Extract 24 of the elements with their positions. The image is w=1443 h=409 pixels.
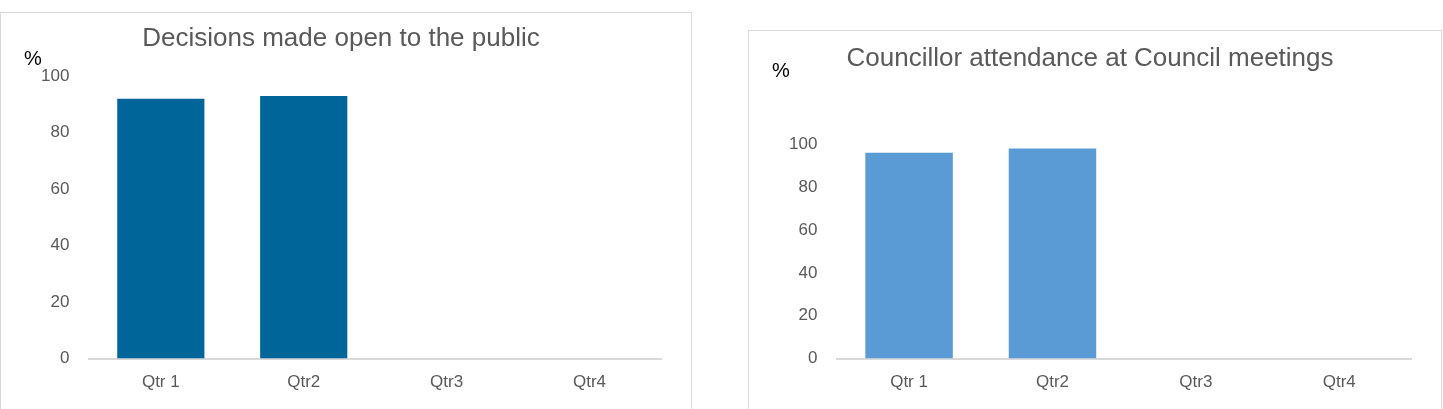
x-tick-label: Qtr 1 (141, 372, 180, 392)
y-tick-label: 20 (50, 291, 70, 311)
y-tick-label: 60 (50, 178, 70, 198)
chart-title: Councillor attendance at Council meetings (846, 41, 1334, 72)
y-tick-label: 80 (798, 176, 818, 196)
x-tick-label: Qtr 1 (890, 372, 928, 392)
y-tick-label: 40 (50, 235, 70, 255)
y-tick-label: 0 (807, 348, 818, 368)
y-tick-label: 60 (798, 219, 818, 239)
y-axis-title: % (24, 46, 42, 69)
y-axis-title: % (772, 58, 790, 81)
x-tick-label: Qtr3 (1179, 372, 1213, 392)
x-tick-label: Qtr2 (1035, 372, 1070, 392)
x-tick-label: Qtr4 (573, 372, 607, 392)
x-tick-label: Qtr2 (287, 372, 321, 392)
y-tick-label: 100 (40, 65, 70, 85)
x-tick-label: Qtr4 (1322, 372, 1356, 392)
y-tick-label: 20 (798, 305, 818, 325)
y-tick-label: 40 (798, 262, 818, 282)
y-tick-label: 100 (788, 133, 818, 153)
y-tick-label: 0 (59, 348, 70, 368)
chart-title: Decisions made open to the public (142, 21, 540, 52)
y-tick-label: 80 (50, 122, 70, 142)
x-tick-label: Qtr3 (430, 372, 464, 392)
